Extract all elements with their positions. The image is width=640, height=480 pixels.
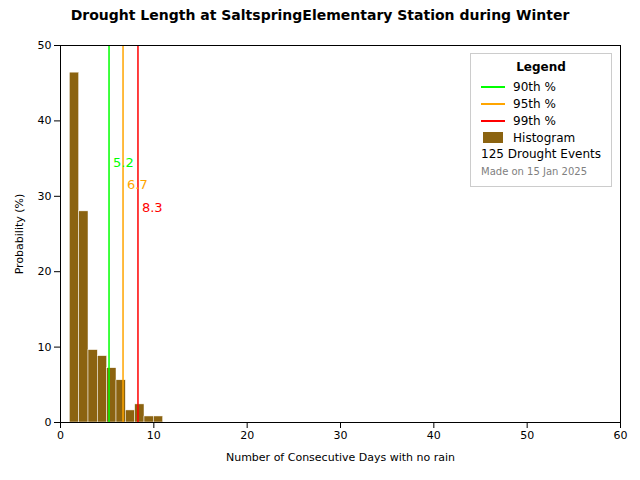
svg-text:40: 40 <box>427 429 441 442</box>
svg-text:8.3: 8.3 <box>142 200 163 215</box>
svg-text:20: 20 <box>38 265 52 278</box>
svg-text:Number of Consecutive Days wit: Number of Consecutive Days with no rain <box>226 451 455 464</box>
html-text:125 Drought Events: 125 Drought Events <box>481 147 601 161</box>
svg-text:60: 60 <box>614 429 628 442</box>
svg-text:0: 0 <box>57 429 64 442</box>
svg-text:10: 10 <box>38 341 52 354</box>
html-text:95th %: 95th % <box>513 96 556 111</box>
html-text:Drought Length at SaltspringEl: Drought Length at SaltspringElementary S… <box>70 7 570 23</box>
svg-text:20: 20 <box>240 429 254 442</box>
svg-text:10: 10 <box>147 429 161 442</box>
svg-text:30: 30 <box>334 429 348 442</box>
svg-text:40: 40 <box>38 114 52 127</box>
html-text:Legend: Legend <box>516 60 566 74</box>
svg-text:Probability (%): Probability (%) <box>13 194 26 275</box>
svg-text:30: 30 <box>38 190 52 203</box>
svg-text:50: 50 <box>38 39 52 52</box>
html-text:99th %: 99th % <box>513 113 556 128</box>
svg-text:6.7: 6.7 <box>127 177 148 192</box>
html-text:Made on 15 Jan 2025: Made on 15 Jan 2025 <box>481 166 588 177</box>
svg-text:0: 0 <box>45 416 52 429</box>
svg-text:50: 50 <box>520 429 534 442</box>
html-text:90th %: 90th % <box>513 79 556 94</box>
svg-text:5.2: 5.2 <box>113 155 134 170</box>
html-text:Histogram: Histogram <box>513 130 576 145</box>
